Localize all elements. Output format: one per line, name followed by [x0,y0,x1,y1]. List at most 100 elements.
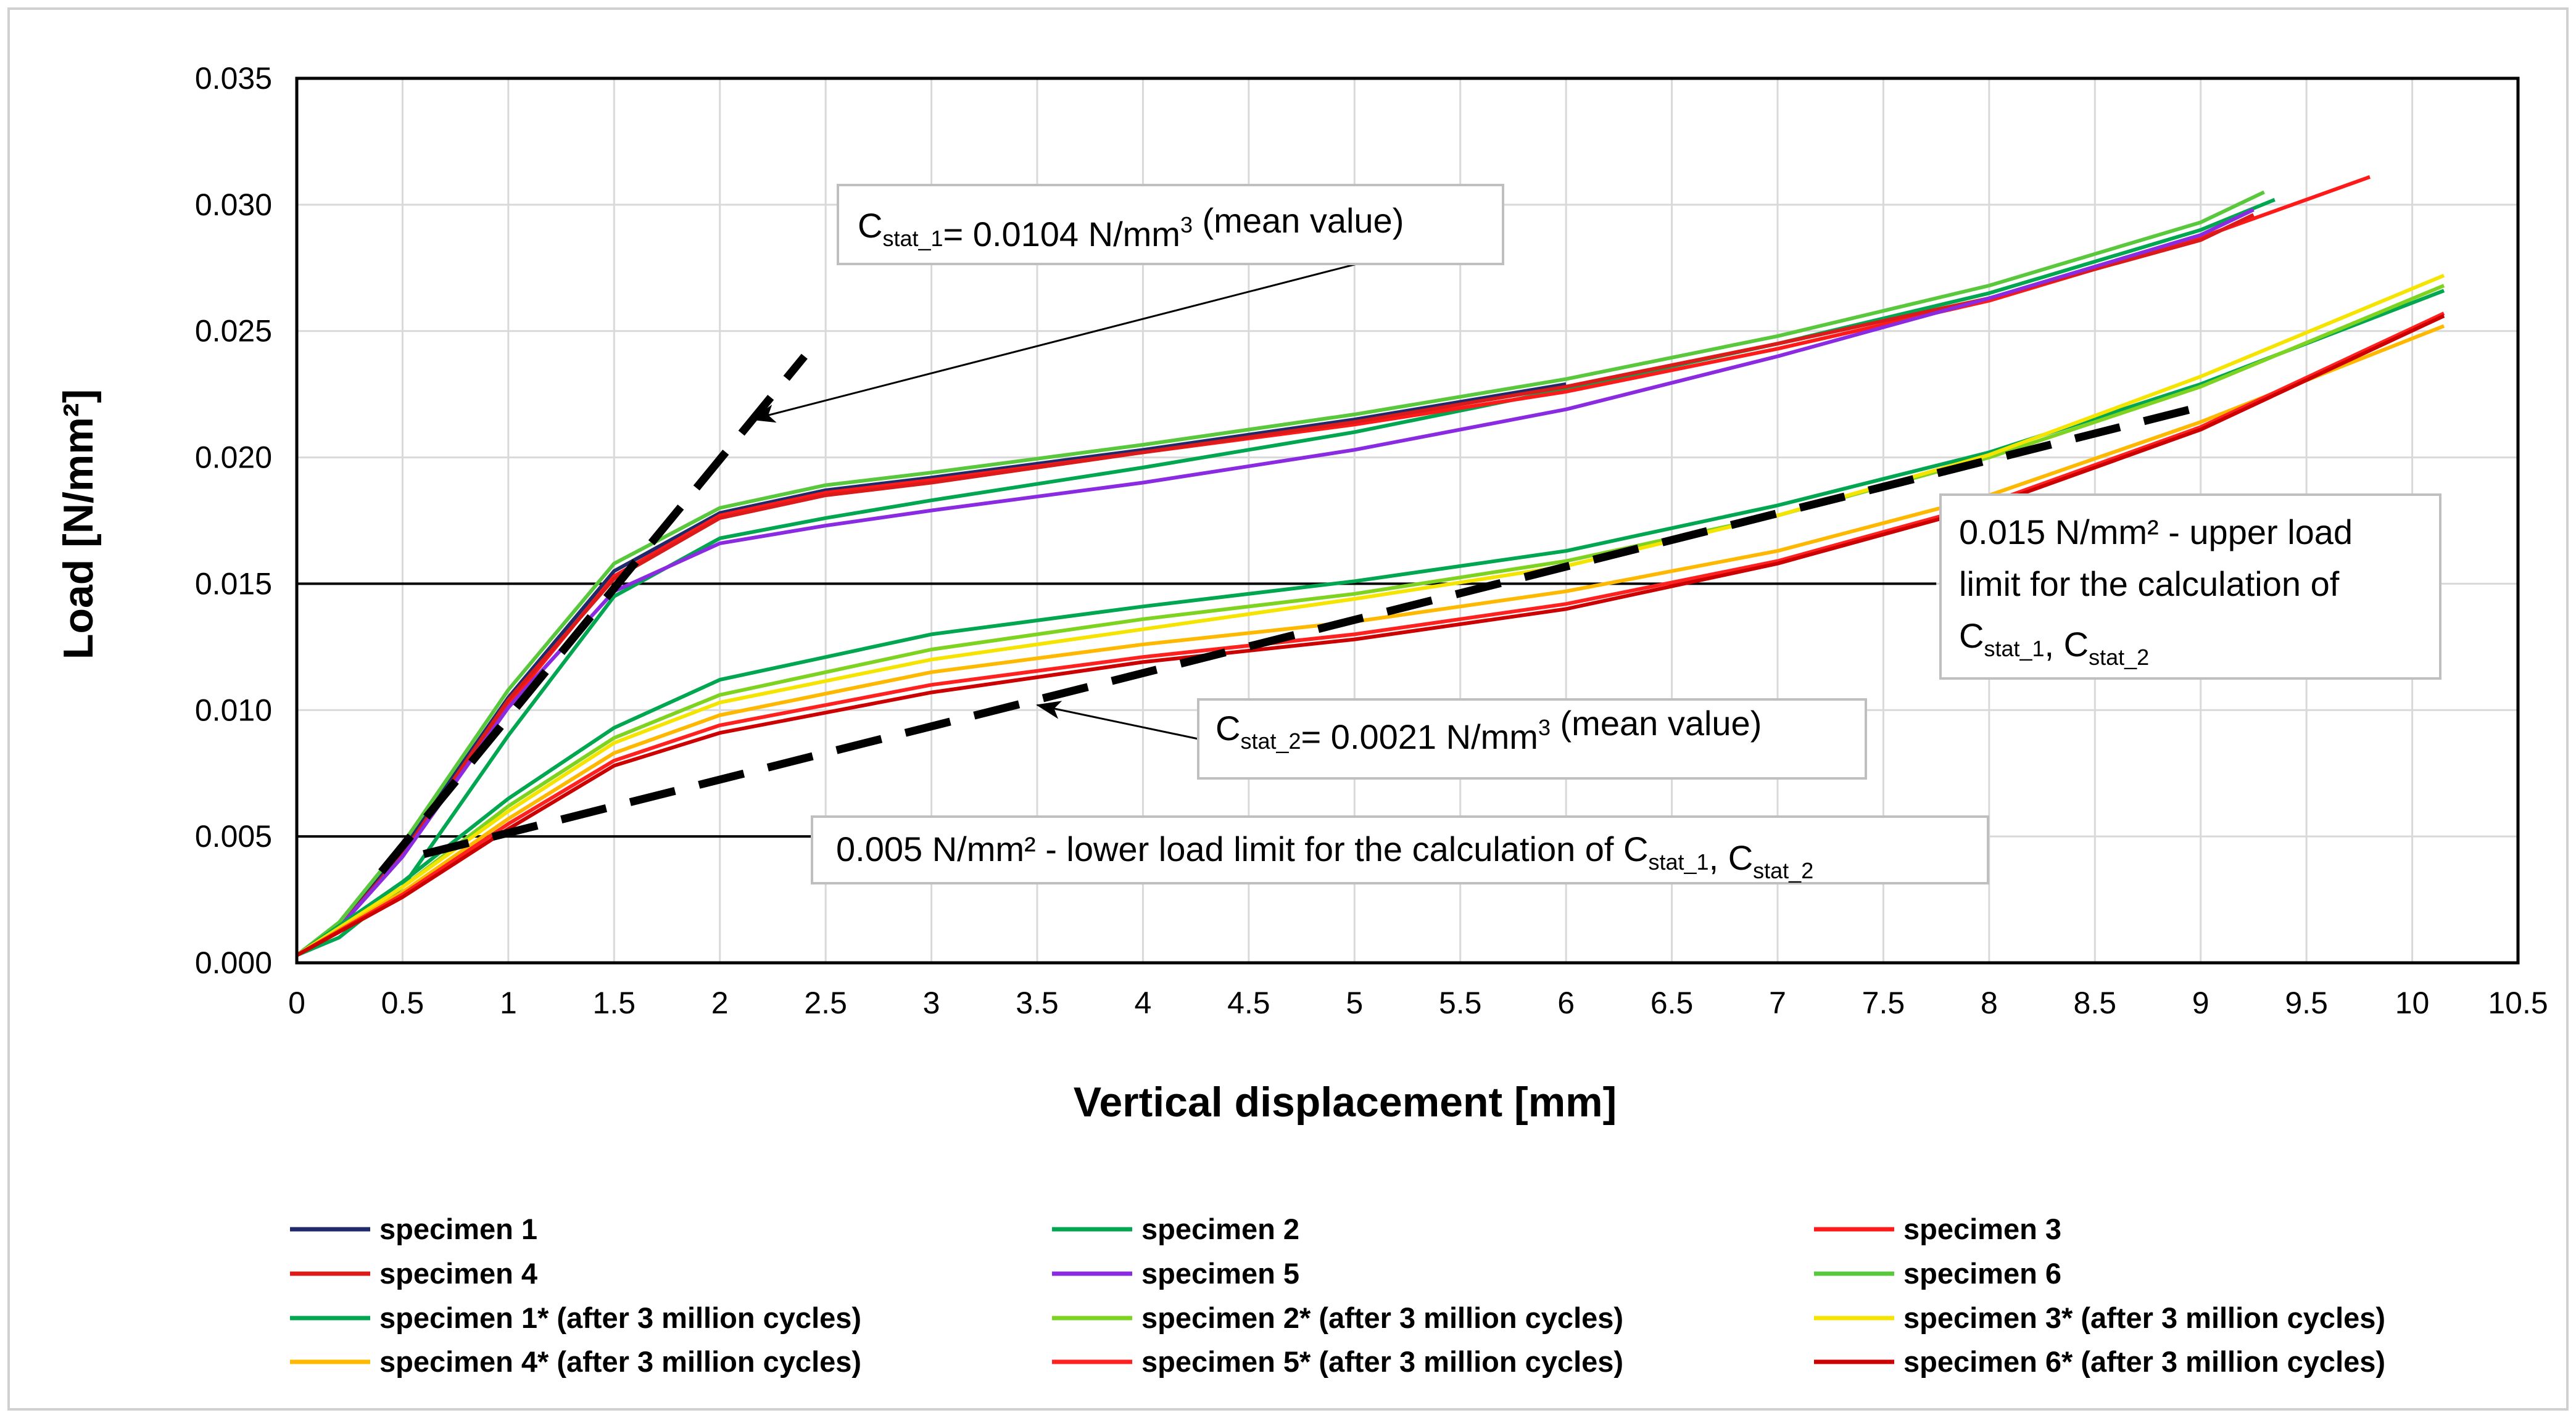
legend-label: specimen 4* (after 3 million cycles) [379,1345,861,1378]
legend-label: specimen 2 [1141,1213,1299,1245]
fit-line-cstat-2 [423,403,2202,859]
legend-label: specimen 1 [379,1213,537,1245]
annotation-box [811,815,1989,884]
legend-label: specimen 3* (after 3 million cycles) [1903,1301,2385,1334]
x-tick-label: 2.5 [804,986,847,1020]
legend-label: specimen 1* (after 3 million cycles) [379,1301,861,1334]
annotation-part: 3 [1180,212,1193,237]
annotation-text: 0.015 N/mm² - upper load [1959,513,2353,551]
fit-line-cstat-1 [378,353,808,875]
series-line-7 [296,289,2445,957]
x-tick-label: 4.5 [1227,986,1270,1020]
y-tick-label: 0.025 [195,314,272,348]
x-tick-label: 10 [2395,986,2430,1020]
legend-item-9: specimen 3* (after 3 million cycles) [1814,1301,2385,1334]
x-tick-label: 5 [1346,986,1363,1020]
annotation-part: , C [1709,838,1754,877]
legend-item-8: specimen 2* (after 3 million cycles) [1052,1301,1623,1334]
annotation-box [837,184,1504,265]
annotation-part: , C [2045,625,2089,664]
x-tick-label: 10.5 [2488,986,2548,1020]
annotation-part: C [858,206,882,245]
annotation-text: Cstat_1= 0.0104 N/mm3 (mean value) [858,201,1404,254]
annotation-part: stat_2 [1240,728,1301,754]
tick-labels: 0 0.5 1 1.5 2 2.5 3 3.5 4 4.5 5 5.5 6 6.5 7 7.5 8 8.5 9 9.5… [195,61,2548,1020]
annotation-part: = 0.0021 N/mm [1301,717,1538,756]
annotation-part: C [1959,616,1984,655]
x-tick-label: 9 [2192,986,2209,1020]
annotation-arrow [750,263,1357,423]
legend: specimen 1 specimen 2 specimen 3 specimen 4… [290,1213,2385,1378]
x-tick-label: 5.5 [1439,986,1482,1020]
legend-label: specimen 6* (after 3 million cycles) [1903,1345,2385,1378]
fit-lines [378,353,2202,875]
annotation-part: stat_1 [1984,636,2044,661]
annotation-text: Cstat_2= 0.0021 N/mm3 (mean value) [1216,704,1762,756]
legend-label: specimen 2* (after 3 million cycles) [1141,1301,1623,1334]
y-tick-label: 0.000 [195,946,272,980]
plot-area-border [295,76,2520,965]
legend-label: specimen 5* (after 3 million cycles) [1141,1345,1623,1378]
x-tick-label: 8.5 [2074,986,2117,1020]
legend-item-2: specimen 2 [1052,1213,1299,1245]
series-line-9 [296,273,2445,957]
annotation-part: stat_1 [882,226,943,251]
annotation-box [1197,698,1867,780]
annotation-box [1939,493,2441,680]
y-tick-label: 0.035 [195,61,272,96]
annotation-cstat2: Cstat_2= 0.0021 N/mm3 (mean value) [1036,698,1867,780]
y-tick-label: 0.030 [195,188,272,222]
annotation-arrow [1036,701,1199,740]
x-tick-label: 0 [288,986,305,1020]
y-tick-label: 0.015 [195,566,272,601]
series-line-8 [296,284,2445,957]
legend-item-11: specimen 5* (after 3 million cycles) [1052,1345,1623,1378]
x-tick-label: 1.5 [593,986,636,1020]
legend-label: specimen 3 [1903,1213,2061,1245]
x-tick-label: 7 [1769,986,1786,1020]
x-tick-label: 8 [1981,986,1998,1020]
x-tick-label: 0.5 [381,986,425,1020]
annotation-part: 0.005 N/mm² - lower load limit for the c… [836,830,1649,868]
annotation-part: 0.015 N/mm² - upper load [1959,513,2353,551]
legend-item-5: specimen 5 [1052,1257,1299,1290]
x-tick-label: 6 [1557,986,1575,1020]
x-tick-label: 3.5 [1016,986,1059,1020]
legend-label: specimen 6 [1903,1257,2061,1290]
legend-item-4: specimen 4 [290,1257,537,1290]
x-tick-label: 4 [1135,986,1152,1020]
y-tick-label: 0.020 [195,440,272,475]
annotation-part: stat_1 [1649,849,1709,875]
legend-item-1: specimen 1 [290,1213,537,1245]
x-tick-label: 1 [500,986,517,1020]
annotation-cstat1: Cstat_1= 0.0104 N/mm3 (mean value) [750,184,1504,423]
x-tick-label: 3 [923,986,940,1020]
annotation-part: C [1216,709,1240,748]
legend-item-6: specimen 6 [1814,1257,2061,1290]
series-line-1 [296,382,1567,957]
annotation-part: stat_2 [2089,645,2149,670]
legend-label: specimen 5 [1141,1257,1299,1290]
annotation-text: 0.005 N/mm² - lower load limit for the c… [836,830,1813,883]
annotation-text: limit for the calculation of [1959,564,2340,603]
legend-label: specimen 4 [379,1257,537,1290]
annotation-part: 3 [1538,715,1551,740]
x-tick-label: 9.5 [2285,986,2328,1020]
series-line-6 [296,190,2265,957]
legend-item-3: specimen 3 [1814,1213,2061,1245]
x-tick-label: 7.5 [1862,986,1905,1020]
x-axis-title: Vertical displacement [mm] [1074,1079,1617,1126]
y-tick-label: 0.010 [195,693,272,727]
annotation-part: = 0.0104 N/mm [943,215,1180,254]
annotation-lower: 0.005 N/mm² - lower load limit for the c… [811,815,1989,884]
x-tick-label: 2 [711,986,729,1020]
annotation-part: stat_2 [1753,858,1813,883]
legend-item-10: specimen 4* (after 3 million cycles) [290,1345,861,1378]
annotation-upper: 0.015 N/mm² - upper load limit for the ca… [1939,493,2441,680]
annotations: Cstat_1= 0.0104 N/mm3 (mean value)Cstat_… [750,184,2441,884]
x-tick-label: 6.5 [1650,986,1694,1020]
annotation-part: limit for the calculation of [1959,564,2340,603]
annotation-part: (mean value) [1193,201,1404,240]
legend-item-7: specimen 1* (after 3 million cycles) [290,1301,861,1334]
